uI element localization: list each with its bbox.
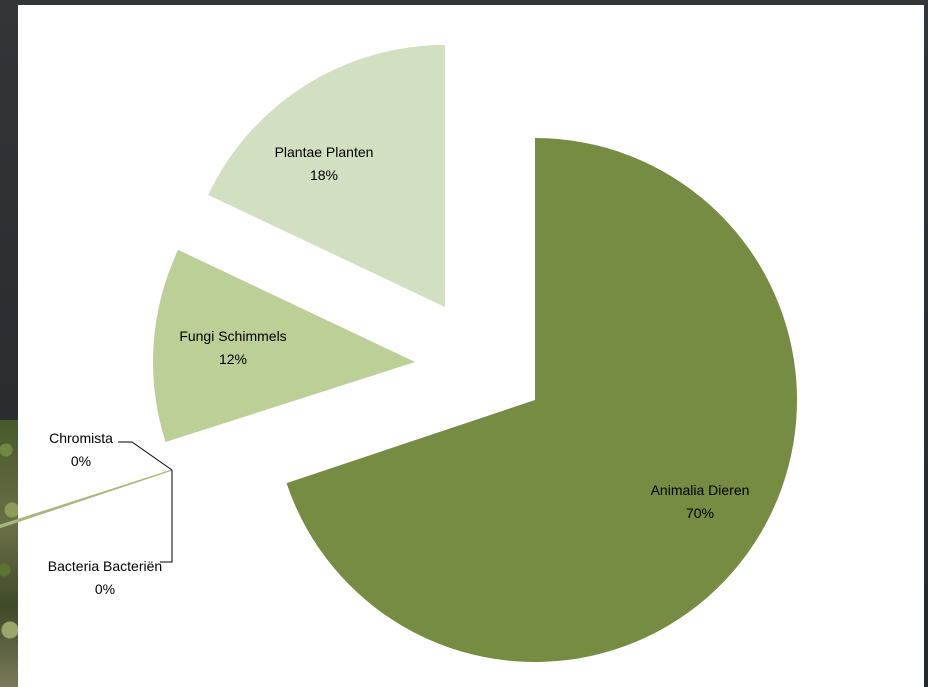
- background-photo-strip: [0, 420, 18, 687]
- data-label-fungi-percent: 12%: [219, 351, 247, 367]
- pie-slice-chromista: [0, 469, 173, 529]
- data-label-bacteria-name: Bacteria Bacteriën: [48, 558, 162, 574]
- data-label-bacteria-percent: 0%: [95, 581, 115, 597]
- leader-line-bacteria: [160, 470, 173, 563]
- pie-slice-animalia: [286, 138, 797, 662]
- data-label-plantae-name: Plantae Planten: [275, 144, 374, 160]
- leader-line-chromista: [118, 441, 173, 471]
- data-label-animalia-name: Animalia Dieren: [651, 482, 750, 498]
- data-label-chromista-percent: 0%: [71, 453, 91, 469]
- pie-slice-plantae: [208, 45, 445, 307]
- data-label-fungi-name: Fungi Schimmels: [179, 328, 286, 344]
- pie-slice-bacteria: [0, 469, 173, 529]
- data-label-plantae-percent: 18%: [310, 167, 338, 183]
- data-label-animalia-percent: 70%: [686, 505, 714, 521]
- data-label-chromista-name: Chromista: [49, 430, 113, 446]
- pie-slice-fungi: [153, 249, 415, 443]
